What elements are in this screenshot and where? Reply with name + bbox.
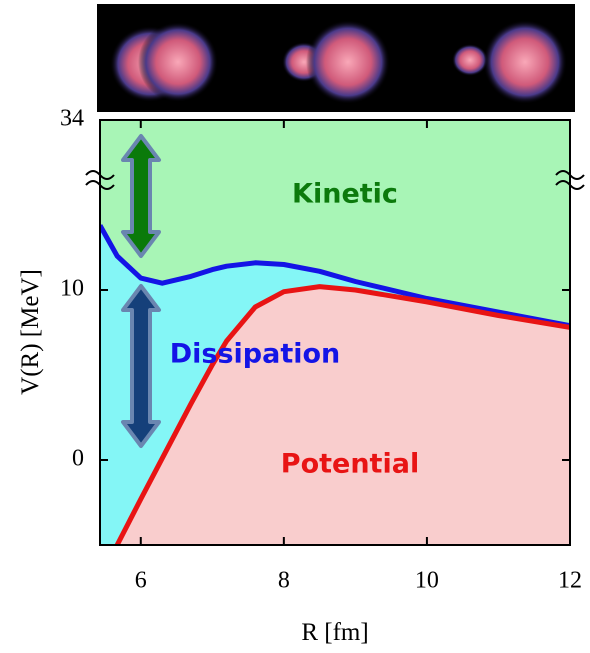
region-fill: [117, 286, 570, 545]
x-axis-label: R [fm]: [301, 619, 368, 646]
double-arrow: [121, 284, 161, 448]
line: [114, 284, 570, 545]
image-strip: [97, 4, 575, 112]
plot-area: [100, 120, 570, 545]
region-label: Kinetic: [292, 179, 398, 210]
double-arrow: [121, 134, 161, 258]
region-label: Potential: [281, 449, 419, 480]
axis-break: [85, 170, 115, 180]
x-tick-label: 6: [135, 568, 147, 594]
y-tick-label: 0: [72, 446, 84, 472]
axis-break: [85, 180, 115, 190]
y-axis-label: V(R) [MeV]: [17, 269, 44, 395]
plot-frame: [99, 119, 571, 546]
axis-break: [555, 170, 585, 180]
x-tick-label: 12: [558, 568, 582, 594]
line: [100, 224, 570, 329]
overlay: Kinetic Dissipation Potential 6 8 10 12 0 10 34: [60, 106, 585, 594]
x-tick-label: 8: [278, 568, 290, 594]
axis-break: [555, 180, 585, 190]
x-tick-label: 10: [415, 568, 439, 594]
y-tick-label: 34: [60, 106, 84, 132]
y-tick-label: 10: [60, 276, 84, 302]
region-label: Dissipation: [170, 339, 341, 370]
